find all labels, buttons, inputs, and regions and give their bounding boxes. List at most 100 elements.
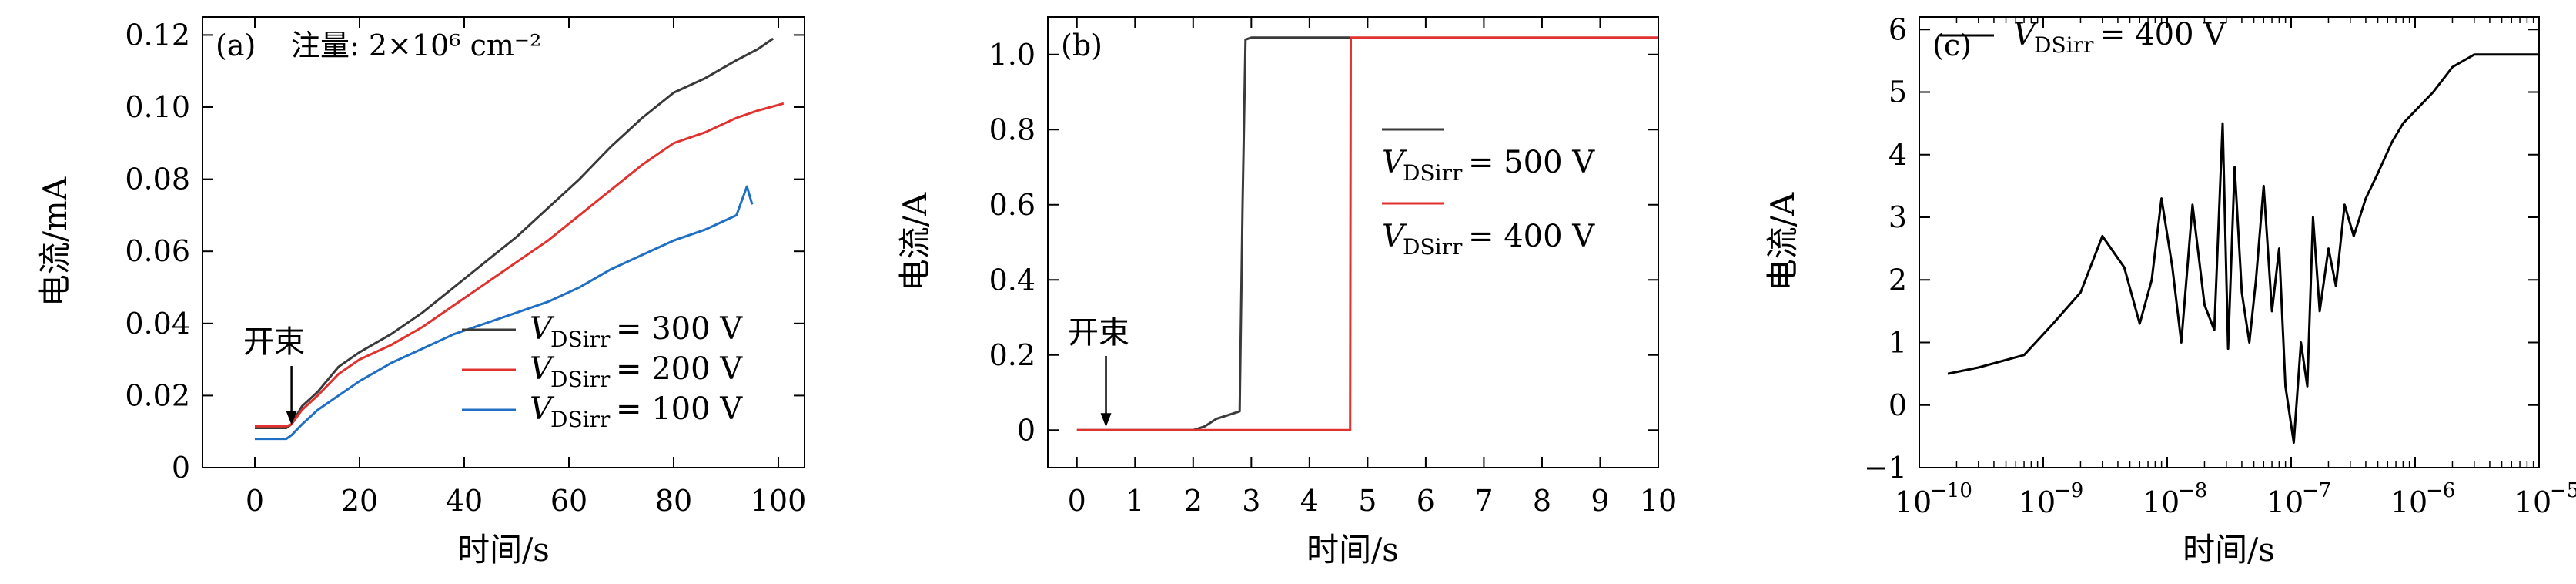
- legend-text: = 300 V: [616, 311, 743, 347]
- x-tick-label: 6: [1417, 484, 1435, 518]
- legend-text: = 500 V: [1468, 145, 1595, 180]
- legend-var: V: [530, 351, 555, 387]
- y-tick-label: 1.0: [989, 38, 1035, 72]
- y-tick-label: 0: [1017, 413, 1035, 447]
- y-tick-label: 0.10: [125, 90, 190, 124]
- x-axis-label-a: 时间/s: [457, 531, 550, 569]
- y-tick-label: 4: [1889, 138, 1907, 172]
- y-tick-label: 2: [1889, 263, 1907, 297]
- chart-panel-b: 0 1 2 3 4 5 6 7 8 9 10 00.20.40.60.81.0 (b) 开束 VDS…: [896, 16, 1677, 569]
- y-axis-ticks-c: −1 0 1 2 3 4 5 6: [1864, 12, 2539, 485]
- x-axis-label-c: 时间/s: [2183, 531, 2275, 569]
- y-tick-label: 5: [1889, 76, 1907, 109]
- y-tick-label: 0.4: [989, 263, 1035, 297]
- x-tick-exponent: −7: [2302, 479, 2331, 502]
- y-axis-label-c: 电流/A: [1764, 192, 1802, 291]
- legend-subscript: DSirr: [550, 407, 611, 432]
- y-tick-label: 0.6: [989, 188, 1035, 222]
- y-axis-ticks-a: 0 0.02 0.04 0.06 0.08 0.10 0.12: [125, 18, 805, 485]
- arrow-head: [286, 411, 297, 425]
- x-tick-label: 20: [341, 484, 378, 518]
- x-tick-exponent: −8: [2178, 479, 2207, 502]
- x-tick-exponent: −10: [1930, 479, 1972, 502]
- y-axis-label-b: 电流/A: [896, 192, 934, 291]
- y-tick-label: 3: [1889, 200, 1907, 234]
- y-tick-label: 0: [1889, 388, 1907, 422]
- legend-var: V: [530, 311, 555, 347]
- series-line-1: [1947, 53, 2539, 444]
- x-axis-ticks-a: 0 20 40 60 80 100: [246, 17, 806, 518]
- legend-var: V: [1382, 145, 1407, 180]
- series-line-1: [1076, 36, 1350, 431]
- x-tick-label: 10: [2267, 485, 2303, 519]
- y-axis-label-a: 电流/mA: [36, 176, 74, 307]
- x-tick-label: 10: [1895, 485, 1932, 519]
- x-tick-label: 40: [446, 484, 483, 518]
- plot-frame-b: [1047, 16, 1659, 468]
- x-tick-label: 10: [2143, 485, 2180, 519]
- legend-text: = 100 V: [616, 391, 743, 427]
- panel-label-b: (b): [1061, 29, 1102, 62]
- y-axis-ticks-b: 0 0.2 0.4 0.6 0.8 1.0: [989, 38, 1658, 447]
- y-tick-label: 0.2: [989, 338, 1035, 372]
- y-tick-label: 0.8: [989, 112, 1035, 146]
- x-tick-label: 0: [246, 484, 264, 518]
- x-axis-ticks-b: 0 1 2 3 4 5 6 7 8 9 10: [1068, 17, 1677, 518]
- y-tick-label: 0.08: [125, 163, 190, 196]
- x-tick-label: 1: [1126, 484, 1144, 518]
- x-tick-label: 100: [751, 484, 807, 518]
- x-tick-exponent: −6: [2426, 479, 2455, 502]
- x-tick-label: 5: [1358, 484, 1377, 518]
- legend-text: = 400 V: [1468, 219, 1595, 254]
- legend-var: V: [1382, 219, 1407, 254]
- series-layer-c: [1947, 53, 2539, 444]
- beam-on-arrow-b: [1100, 356, 1112, 428]
- chart-panel-a: 0 20 40 60 80 100 0 0.02 0.04 0.06 0.08 0.10 0.12 (…: [36, 16, 806, 569]
- x-tick-label: 60: [550, 484, 587, 518]
- x-tick-label: 10: [2514, 485, 2551, 519]
- y-tick-label: −1: [1864, 451, 1907, 485]
- x-tick-label: 8: [1533, 484, 1551, 518]
- y-tick-label: 6: [1889, 12, 1907, 46]
- series-line-2: [255, 102, 785, 428]
- legend-text: = 200 V: [616, 351, 743, 387]
- x-axis-label-b: 时间/s: [1306, 531, 1399, 569]
- x-axis-ticks-c: 10−10 10−9 10−8 10−7 10−6 10−5: [1895, 17, 2576, 519]
- legend-subscript: DSirr: [550, 367, 611, 392]
- x-tick-label: 80: [655, 484, 692, 518]
- panel-label-a: (a): [216, 29, 256, 62]
- legend-var: V: [530, 391, 555, 427]
- y-tick-label: 0.02: [125, 378, 190, 412]
- y-tick-label: 0.12: [125, 18, 190, 52]
- x-tick-exponent: −9: [2054, 479, 2083, 502]
- legend-var: V: [2013, 17, 2039, 52]
- y-tick-label: 0.06: [125, 234, 190, 268]
- x-tick-label: 2: [1184, 484, 1203, 518]
- legend-subscript: DSirr: [1403, 234, 1463, 260]
- legend-text: = 400 V: [2099, 17, 2226, 52]
- beam-on-label-b: 开束: [1068, 315, 1129, 351]
- x-tick-label: 4: [1300, 484, 1319, 518]
- x-tick-label: 10: [1640, 484, 1677, 518]
- legend-subscript: DSirr: [2034, 32, 2094, 58]
- plot-frame-a: [202, 16, 805, 468]
- beam-on-label-a: 开束: [243, 324, 305, 360]
- y-tick-label: 0.04: [125, 307, 190, 341]
- x-tick-label: 10: [2019, 485, 2056, 519]
- beam-on-arrow-a: [286, 366, 297, 425]
- series-layer-b: [1076, 36, 1658, 431]
- plot-frame-c: [1919, 16, 2540, 468]
- y-tick-label: 0: [172, 451, 190, 485]
- x-tick-label: 0: [1068, 484, 1086, 518]
- legend-subscript: DSirr: [1403, 160, 1463, 186]
- legend-subscript: DSirr: [550, 327, 611, 352]
- y-tick-label: 1: [1889, 326, 1907, 360]
- x-tick-label: 9: [1591, 484, 1609, 518]
- x-tick-label: 7: [1474, 484, 1493, 518]
- arrow-head: [1100, 413, 1112, 428]
